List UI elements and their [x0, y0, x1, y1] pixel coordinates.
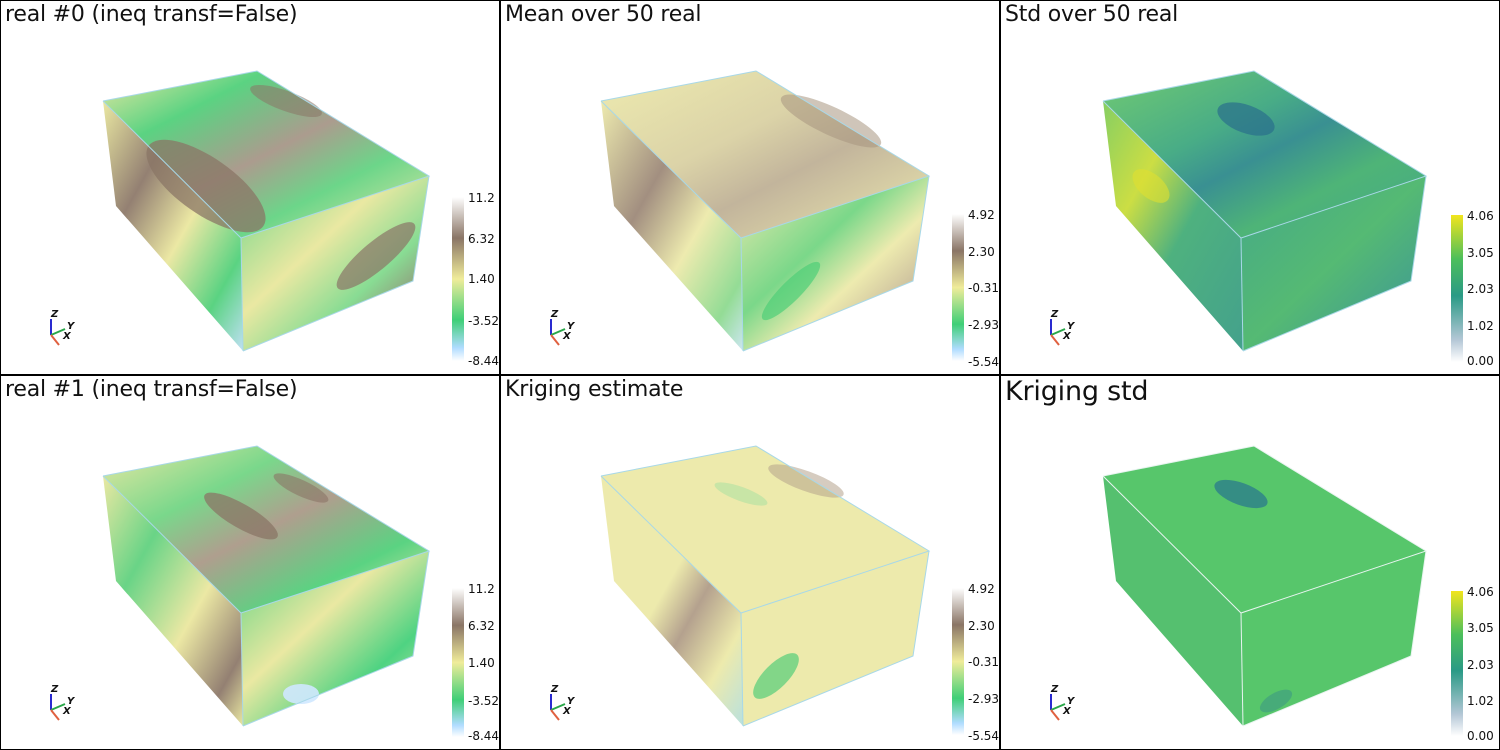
colorbar-tick: 1.40: [468, 272, 495, 286]
panel-real-0[interactable]: real #0 (ineq transf=False): [1, 1, 499, 374]
axis-label-y: Y: [67, 321, 75, 332]
volume-render[interactable]: [1001, 376, 1499, 749]
axis-label-x: X: [63, 331, 71, 342]
axis-label-y: Y: [67, 696, 75, 707]
colorbar-tick: 1.02: [1467, 319, 1494, 333]
orientation-axes: Z Y X: [1043, 309, 1083, 349]
colorbar-tick: 2.30: [968, 245, 995, 259]
panel-std[interactable]: Std over 50 real: [1001, 1, 1499, 374]
colorbar-tick: -3.52: [468, 314, 499, 328]
colorbar-tick: 1.40: [468, 656, 495, 670]
panel-kriging-estimate[interactable]: Kriging estimate 4.92 2.30 -0.312 -2.: [501, 376, 999, 749]
colorbar-tick: 0.00: [1467, 729, 1494, 743]
axis-label-y: Y: [567, 321, 575, 332]
orientation-axes: Z Y X: [1043, 684, 1083, 724]
colorbar-tick: -0.312: [968, 655, 999, 669]
colorbar-gradient: [452, 588, 464, 737]
colorbar-tick: 11.2: [468, 582, 495, 596]
colorbar-tick: -3.52: [468, 694, 499, 708]
axis-label-y: Y: [1067, 696, 1075, 707]
orientation-axes: Z Y X: [43, 684, 83, 724]
colorbar-tick: 4.06: [1467, 585, 1494, 599]
colorbar-tick: 3.05: [1467, 246, 1494, 260]
panel-title: Mean over 50 real: [505, 2, 702, 27]
volume-render[interactable]: [1001, 1, 1499, 374]
panel-title: Kriging std: [1005, 376, 1149, 407]
colorbar: 11.2 6.32 1.40 -3.52 -8.44: [452, 583, 499, 748]
axis-label-y: Y: [567, 696, 575, 707]
orientation-axes: Z Y X: [43, 309, 83, 349]
volume-render[interactable]: [1, 1, 499, 374]
panel-mean[interactable]: Mean over 50 real: [501, 1, 999, 374]
axis-label-x: X: [63, 706, 71, 717]
colorbar-tick: 11.2: [468, 191, 495, 205]
colorbar: 4.92 2.30 -0.312 -2.93 -5.54: [952, 583, 999, 748]
colorbar-tick: -8.44: [468, 354, 499, 368]
colorbar-tick: 0.00: [1467, 354, 1494, 368]
colorbar: 4.06 3.05 2.03 1.02 0.00: [1451, 210, 1499, 368]
volume-render[interactable]: [501, 376, 999, 749]
colorbar-gradient: [952, 588, 964, 735]
axis-label-y: Y: [1067, 321, 1075, 332]
orientation-axes: Z Y X: [543, 309, 583, 349]
volume-render[interactable]: [1, 376, 499, 749]
colorbar-tick: -2.93: [968, 318, 999, 332]
colorbar-tick: 2.30: [968, 619, 995, 633]
colorbar-tick: -0.312: [968, 281, 999, 295]
axis-label-z: Z: [51, 684, 59, 695]
axis-label-z: Z: [551, 684, 559, 695]
colorbar-tick: 6.32: [468, 619, 495, 633]
colorbar-tick: 4.92: [968, 582, 995, 596]
axis-label-x: X: [563, 331, 571, 342]
colorbar-gradient: [452, 197, 464, 361]
axis-label-x: X: [1063, 331, 1071, 342]
panel-title: real #1 (ineq transf=False): [5, 377, 298, 402]
colorbar-gradient: [1451, 215, 1463, 362]
panel-kriging-std[interactable]: Kriging std 4.06 3.05 2.03 1.02 0.00: [1001, 376, 1499, 749]
colorbar-tick: 4.92: [968, 208, 995, 222]
colorbar-tick: -5.54: [968, 729, 999, 743]
colorbar-tick: 3.05: [1467, 621, 1494, 635]
axis-label-x: X: [563, 706, 571, 717]
colorbar-tick: 2.03: [1467, 282, 1494, 296]
colorbar-tick: 6.32: [468, 232, 495, 246]
colorbar-tick: -5.54: [968, 355, 999, 369]
axis-label-z: Z: [551, 309, 559, 320]
axis-label-z: Z: [51, 309, 59, 320]
axis-label-z: Z: [1051, 309, 1059, 320]
panel-real-1[interactable]: real #1 (ineq transf=False): [1, 376, 499, 749]
axis-label-x: X: [1063, 706, 1071, 717]
axis-label-z: Z: [1051, 684, 1059, 695]
panel-title: Std over 50 real: [1005, 2, 1179, 27]
colorbar-tick: 2.03: [1467, 658, 1494, 672]
panel-title: real #0 (ineq transf=False): [5, 2, 298, 27]
panel-title: Kriging estimate: [505, 377, 684, 402]
colorbar-gradient: [952, 214, 964, 361]
colorbar: 4.92 2.30 -0.312 -2.93 -5.54: [952, 209, 999, 369]
colorbar: 4.06 3.05 2.03 1.02 0.00: [1451, 586, 1499, 743]
colorbar-tick: 4.06: [1467, 209, 1494, 223]
volume-render[interactable]: [501, 1, 999, 374]
orientation-axes: Z Y X: [543, 684, 583, 724]
colorbar-tick: -8.44: [468, 729, 499, 743]
colorbar-gradient: [1451, 591, 1463, 736]
colorbar-tick: -2.93: [968, 692, 999, 706]
colorbar-tick: 1.02: [1467, 694, 1494, 708]
colorbar: 11.2 6.32 1.40 -3.52 -8.44: [452, 192, 499, 368]
